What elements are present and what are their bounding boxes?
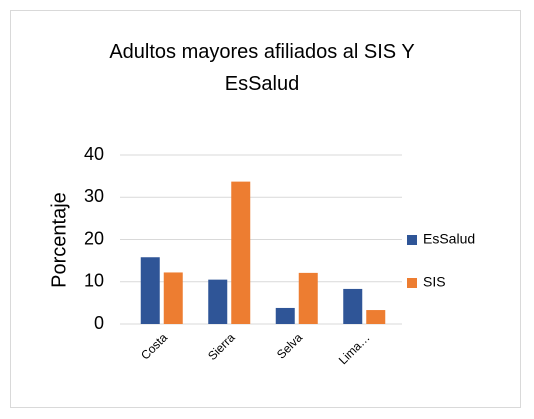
bar (208, 279, 228, 324)
y-tick-label: 20 (84, 228, 104, 248)
legend-label: EsSalud (423, 231, 475, 247)
bar (140, 257, 160, 324)
bar (298, 272, 318, 324)
y-axis-label: Porcentaje (48, 192, 70, 288)
chart-border (10, 10, 521, 408)
bar (275, 307, 295, 324)
legend-label: SIS (423, 274, 446, 290)
legend-swatch (407, 235, 417, 245)
y-tick-label: 0 (94, 313, 104, 333)
bar (343, 288, 363, 324)
legend-swatch (407, 278, 417, 288)
y-tick-label: 40 (84, 144, 104, 164)
bar (163, 272, 183, 324)
bar (231, 181, 251, 324)
y-tick-label: 10 (84, 271, 104, 291)
bar (366, 310, 386, 324)
chart-title: Adultos mayores afiliados al SIS Y EsSal… (109, 41, 415, 95)
y-tick-label: 30 (84, 186, 104, 206)
